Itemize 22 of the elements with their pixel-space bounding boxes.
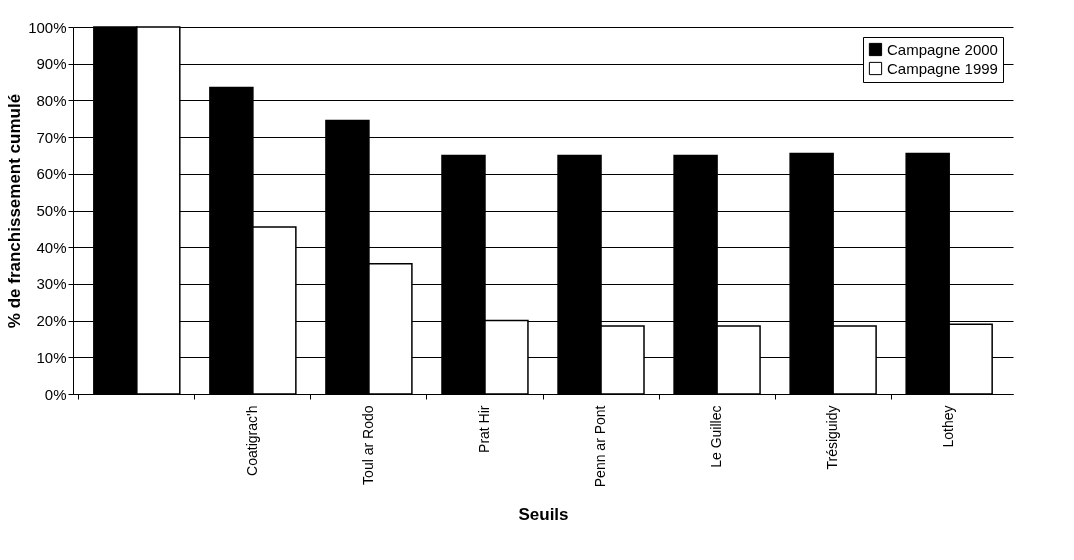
y-tick-label: 40% bbox=[36, 238, 67, 256]
y-tick-label: 10% bbox=[36, 348, 67, 366]
x-tick-label: Lothey bbox=[940, 405, 957, 448]
y-tick-label: 100% bbox=[28, 18, 67, 36]
y-tick-label: 60% bbox=[36, 165, 67, 183]
x-tick-label: Toul ar Rodo bbox=[359, 405, 376, 485]
y-axis-title: % de franchissement cumulé bbox=[5, 93, 25, 329]
y-tick-label: 80% bbox=[36, 91, 67, 109]
x-tick-label: Prat Hir bbox=[475, 405, 492, 453]
y-tick-label: 0% bbox=[44, 385, 67, 403]
y-tick-label: 20% bbox=[36, 312, 67, 330]
y-tick-label: 70% bbox=[36, 128, 67, 146]
x-tick-label: Coatigrac'h bbox=[243, 405, 260, 476]
y-tick-label: 90% bbox=[36, 55, 67, 73]
x-tick-label: Le Guillec bbox=[708, 405, 725, 468]
y-tick-label: 30% bbox=[36, 275, 67, 293]
y-tick-label: 50% bbox=[36, 202, 67, 219]
legend-label: Campagne 2000 bbox=[887, 40, 998, 58]
x-axis-title: Seuils bbox=[518, 505, 569, 525]
legend-label: Campagne 1999 bbox=[887, 59, 998, 77]
x-tick-label: Trésiguidy bbox=[824, 405, 841, 470]
x-tick-label: Penn ar Pont bbox=[592, 405, 609, 488]
